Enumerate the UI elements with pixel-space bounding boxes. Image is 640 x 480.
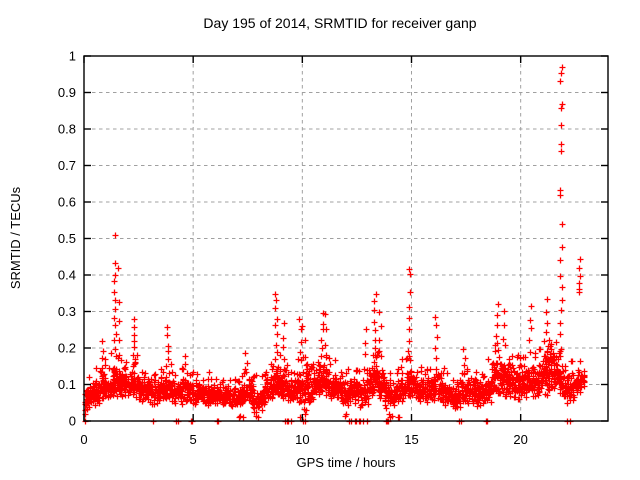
y-tick-label: 0.2 xyxy=(58,341,76,356)
x-tick-label: 20 xyxy=(513,432,527,447)
y-axis-label: SRMTID / TECUs xyxy=(8,186,23,289)
data-points xyxy=(82,64,588,425)
y-tick-label: 0.9 xyxy=(58,85,76,100)
y-tick-label: 0.5 xyxy=(58,231,76,246)
y-tick-label: 0.1 xyxy=(58,377,76,392)
y-tick-label: 0.7 xyxy=(58,158,76,173)
y-tick-label: 0.4 xyxy=(58,268,76,283)
y-tick-label: 0.8 xyxy=(58,122,76,137)
x-axis-label: GPS time / hours xyxy=(297,455,396,470)
x-tick-label: 0 xyxy=(80,432,87,447)
x-tick-label: 10 xyxy=(295,432,309,447)
x-tick-label: 15 xyxy=(404,432,418,447)
y-tick-label: 0.3 xyxy=(58,304,76,319)
y-tick-label: 0 xyxy=(69,414,76,429)
chart-title: Day 195 of 2014, SRMTID for receiver gan… xyxy=(203,15,476,31)
plot-generated-content: 0 5 10 15 20 0 0.1 0.2 0.3 0.4 0.5 0.6 0.7 0.8 0.9 1 xyxy=(58,49,609,447)
x-tick-label: 5 xyxy=(190,432,197,447)
y-tick-label: 1 xyxy=(69,49,76,64)
y-tick-label: 0.6 xyxy=(58,195,76,210)
